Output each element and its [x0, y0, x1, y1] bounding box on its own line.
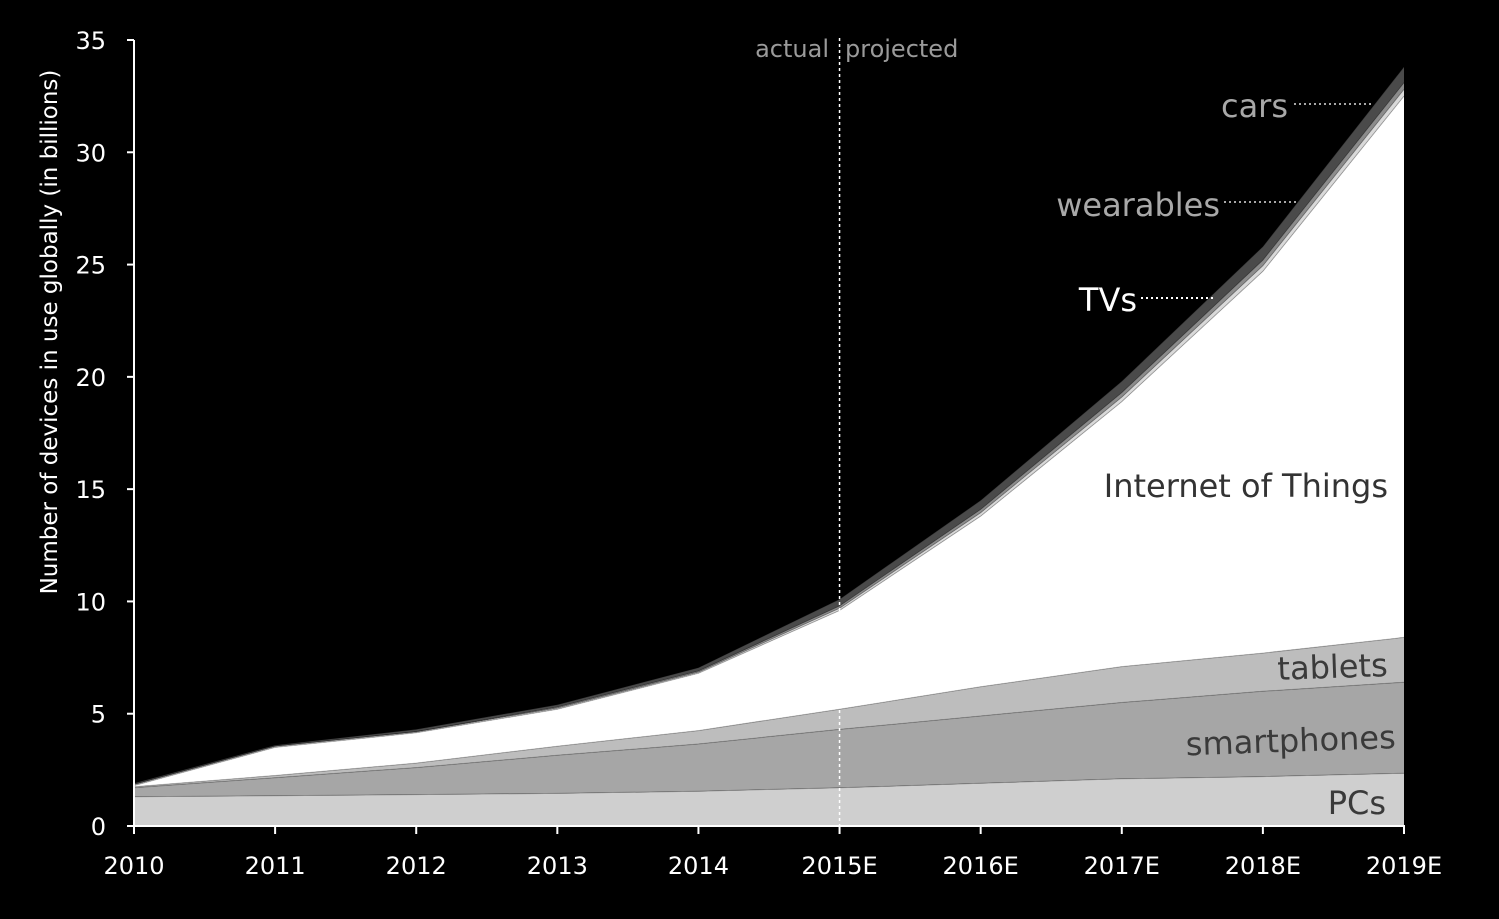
area-internet-of-things	[134, 96, 1404, 787]
area-tablets	[134, 637, 1404, 788]
x-tick-label: 2015E	[801, 852, 877, 880]
y-tick-label: 30	[75, 139, 106, 167]
x-tick-label: 2013	[527, 852, 588, 880]
y-tick-label: 20	[75, 364, 106, 392]
y-tick-label: 15	[75, 476, 106, 504]
boundary-smartphones	[133, 681, 1405, 789]
series-label-wearables: wearables	[1056, 186, 1220, 224]
y-tick-label: 10	[75, 588, 106, 616]
area-smartphones	[134, 682, 1404, 797]
area-pcs	[134, 773, 1404, 826]
x-tick-label: 2017E	[1084, 852, 1160, 880]
boundary-pcs	[133, 772, 1405, 798]
y-axis-title: Number of devices in use globally (in bi…	[37, 70, 63, 595]
boundary-cars	[133, 66, 1405, 784]
series-labels: PCs smartphones tablets Internet of Things T…	[1056, 87, 1396, 822]
area-layers	[134, 66, 1404, 826]
actual-label: actual	[755, 35, 829, 63]
series-label-tvs: TVs	[1078, 281, 1137, 319]
x-tick-label: 2012	[386, 852, 447, 880]
x-tick-label: 2014	[668, 852, 729, 880]
series-label-pcs: PCs	[1328, 784, 1386, 822]
series-label-cars: cars	[1221, 87, 1288, 125]
y-tick-label: 5	[91, 701, 106, 729]
x-tick-label: 2016E	[943, 852, 1019, 880]
y-tick-label: 25	[75, 252, 106, 280]
boundary-tablets	[133, 636, 1405, 788]
x-tick-label: 2019E	[1366, 852, 1442, 880]
x-tick-label: 2018E	[1225, 852, 1301, 880]
x-tick-label: 2011	[245, 852, 306, 880]
series-label-tablets: tablets	[1277, 646, 1389, 688]
boundary-internet-of-things	[133, 95, 1405, 787]
y-tick-label: 0	[91, 813, 106, 841]
projected-label: projected	[845, 35, 958, 63]
series-label-smartphones: smartphones	[1185, 718, 1396, 763]
boundary-tvs	[133, 89, 1405, 785]
boundary-wearables	[133, 82, 1405, 785]
series-boundaries	[133, 66, 1405, 798]
series-label-internet-of-things: Internet of Things	[1104, 467, 1388, 505]
x-tick-label: 2010	[103, 852, 164, 880]
y-tick-label: 35	[75, 27, 106, 55]
axes: 0 5 10 15 20 25 30 35 2010 2011 2012 2013 2014 2015E 2…	[75, 27, 1442, 880]
